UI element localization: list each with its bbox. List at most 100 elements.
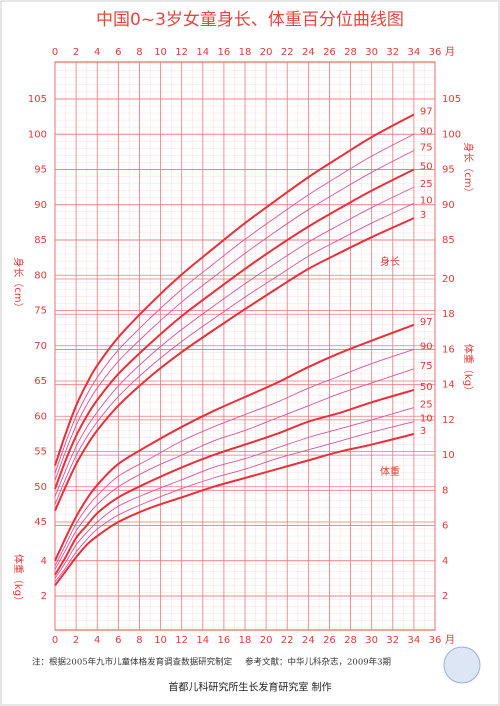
- curve-label: 3: [420, 426, 426, 437]
- y-tick-label: 6: [442, 521, 448, 532]
- y-tick-label: 20: [442, 274, 455, 285]
- reference: 参考文献：中华儿科杂志，2009年3期: [245, 657, 391, 668]
- logo: [443, 646, 481, 684]
- x-tick-label: 28: [344, 47, 357, 58]
- x-tick-label: 0: [52, 47, 58, 58]
- x-tick-label: 20: [260, 47, 273, 58]
- x-tick-label: 24: [302, 635, 315, 646]
- x-tick-label: 4: [94, 47, 100, 58]
- x-tick-label: 24: [302, 47, 315, 58]
- x-tick-label: 36: [429, 47, 442, 58]
- y-tick-label: 12: [442, 415, 455, 426]
- x-tick-label: 14: [196, 47, 209, 58]
- y-tick-label: 4: [41, 556, 47, 567]
- y-tick-label: 80: [34, 270, 47, 281]
- y-tick-label: 14: [442, 380, 455, 391]
- percentile-curve: [54, 433, 415, 587]
- curve-label: 90: [420, 341, 433, 352]
- x-tick-label: 16: [218, 635, 231, 646]
- x-tick-label: 26: [323, 47, 336, 58]
- y-tick-label: 65: [34, 376, 47, 387]
- y-tick-label: 90: [442, 200, 455, 211]
- y-tick-label: 50: [34, 482, 47, 493]
- curve-label: 3: [420, 210, 426, 221]
- maker: 首都儿科研究所生长发育研究室 制作: [168, 681, 331, 694]
- curve-label: 90: [420, 126, 433, 137]
- y-tick-label: 2: [41, 591, 47, 602]
- y-tick-label: 18: [442, 309, 455, 320]
- y-tick-label: 4: [442, 556, 448, 567]
- note: 注：根据2005年九市儿童体格发育调查数据研究制定: [32, 657, 233, 668]
- x-tick-label: 34: [408, 635, 421, 646]
- x-tick-label: 6: [115, 635, 121, 646]
- percentile-curve: [54, 368, 415, 570]
- x-tick-label: 12: [175, 635, 188, 646]
- x-tick-label: 0: [52, 635, 58, 646]
- percentile-curve: [54, 202, 415, 505]
- x-tick-label: 16: [218, 47, 231, 58]
- x-tick-label: 10: [154, 635, 167, 646]
- x-tick-label: 8: [136, 47, 142, 58]
- curve-label: 50: [420, 162, 433, 173]
- x-tick-label: 18: [239, 635, 252, 646]
- x-tick-label: 2: [73, 635, 79, 646]
- y-tick-label: 45: [34, 517, 47, 528]
- curve-label: 25: [420, 179, 433, 190]
- y-tick-label: 85: [442, 235, 455, 246]
- curve-label: 97: [420, 317, 433, 328]
- y-tick-label: 105: [28, 94, 47, 105]
- x-tick-label: 10: [154, 47, 167, 58]
- y-tick-label: 95: [442, 165, 455, 176]
- x-tick-label: 12: [175, 47, 188, 58]
- y-tick-label: 60: [34, 411, 47, 422]
- curve-label: 97: [420, 107, 433, 118]
- y-tick-label: 8: [442, 485, 448, 496]
- x-tick-label: 2: [73, 47, 79, 58]
- percentile-curve: [54, 323, 415, 562]
- x-tick-label: 36: [429, 635, 442, 646]
- chart-title: 中国0~3岁女童身长、体重百分位曲线图: [96, 10, 404, 30]
- axis-label: 体重（kg）: [462, 344, 475, 396]
- percentile-curve: [54, 113, 415, 466]
- curve-label: 25: [420, 400, 433, 411]
- axis-label: 身长（cm）: [12, 257, 25, 312]
- percentile-curve: [54, 186, 415, 497]
- x-tick-label: 8: [136, 635, 142, 646]
- x-tick-label: 14: [196, 635, 209, 646]
- y-tick-label: 70: [34, 341, 47, 352]
- curve-group-label: 身长: [380, 255, 400, 268]
- x-unit: 月: [445, 46, 455, 58]
- curve-label: 50: [420, 382, 433, 393]
- y-tick-label: 10: [442, 450, 455, 461]
- x-tick-label: 6: [115, 47, 121, 58]
- percentile-curve: [54, 388, 415, 576]
- x-tick-label: 34: [408, 47, 421, 58]
- x-tick-label: 22: [281, 635, 294, 646]
- x-tick-label: 30: [365, 635, 378, 646]
- percentile-curve: [54, 407, 415, 579]
- x-tick-label: 32: [386, 47, 399, 58]
- y-tick-label: 90: [34, 200, 47, 211]
- y-tick-label: 105: [442, 94, 461, 105]
- x-tick-label: 30: [365, 47, 378, 58]
- x-tick-label: 28: [344, 635, 357, 646]
- percentile-curve: [54, 168, 415, 490]
- x-tick-label: 32: [386, 635, 399, 646]
- y-tick-label: 100: [442, 129, 461, 140]
- y-tick-label: 95: [34, 165, 47, 176]
- percentile-curve: [54, 217, 415, 512]
- curve-label: 10: [420, 195, 433, 206]
- y-tick-label: 100: [28, 129, 47, 140]
- percentile-curve: [54, 349, 415, 567]
- x-tick-label: 4: [94, 635, 100, 646]
- percentile-curve: [54, 150, 415, 481]
- curve-group-label: 体重: [380, 465, 400, 478]
- axis-label: 身长（cm）: [462, 142, 475, 197]
- x-tick-label: 26: [323, 635, 336, 646]
- x-tick-label: 20: [260, 635, 273, 646]
- y-tick-label: 16: [442, 344, 455, 355]
- percentile-curve: [54, 133, 415, 474]
